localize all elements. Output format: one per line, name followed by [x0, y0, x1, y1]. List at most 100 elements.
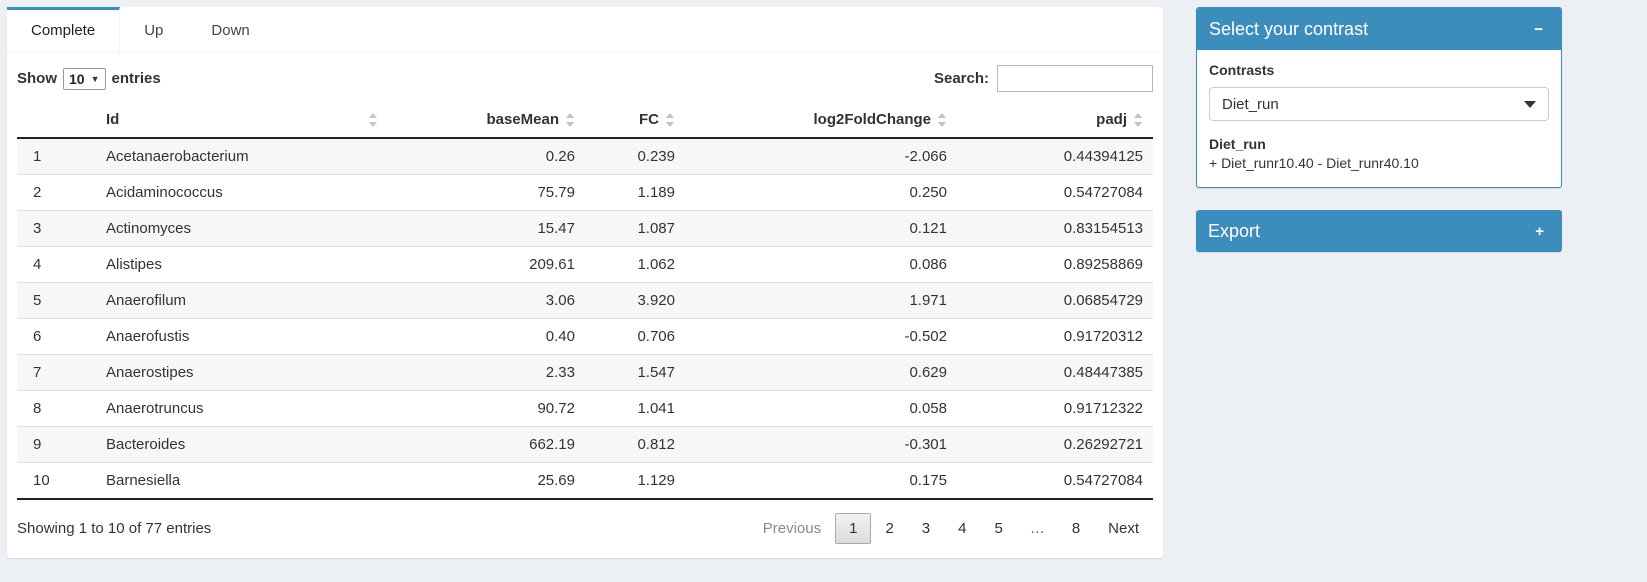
table-controls: Show 10 ▼ entries Search: [7, 53, 1163, 102]
cell-log2foldchange: 0.629 [685, 354, 957, 391]
contrasts-label: Contrasts [1209, 62, 1275, 78]
pagination-previous-button[interactable]: Previous [762, 520, 822, 537]
table-row[interactable]: 1 Acetanaerobacterium 0.26 0.239 -2.066 … [17, 138, 1153, 175]
table-row[interactable]: 3 Actinomyces 15.47 1.087 0.121 0.831545… [17, 210, 1153, 247]
column-header-fc-label: FC [639, 111, 659, 128]
row-index: 2 [17, 174, 100, 211]
sort-icon [666, 113, 675, 128]
page-length-value: 10 [69, 70, 85, 87]
table-row[interactable]: 6 Anaerofustis 0.40 0.706 -0.502 0.91720… [17, 318, 1153, 355]
sort-icon [1134, 113, 1143, 128]
entries-label: entries [111, 70, 161, 87]
row-index: 7 [17, 354, 100, 391]
cell-padj: 0.91712322 [957, 390, 1153, 427]
cell-padj: 0.48447385 [957, 354, 1153, 391]
cell-basemean: 25.69 [390, 462, 585, 500]
cell-padj: 0.83154513 [957, 210, 1153, 247]
contrast-detail: Diet_run + Diet_runr10.40 - Diet_runr40.… [1209, 136, 1549, 175]
cell-id: Acetanaerobacterium [106, 148, 249, 165]
cell-id: Anaerofilum [100, 282, 390, 319]
row-index: 1 [33, 148, 42, 165]
table-footer: Showing 1 to 10 of 77 entries Previous 1… [7, 500, 1163, 558]
table-row[interactable]: 5 Anaerofilum 3.06 3.920 1.971 0.0685472… [17, 282, 1153, 319]
column-header-basemean-label: baseMean [486, 111, 559, 128]
cell-padj: 0.89258869 [957, 246, 1153, 283]
cell-fc: 3.920 [585, 282, 685, 319]
table-row[interactable]: 4 Alistipes 209.61 1.062 0.086 0.8925886… [17, 246, 1153, 283]
row-index: 5 [17, 282, 100, 319]
search-control: Search: [934, 65, 1153, 92]
contrast-panel-title: Select your contrast [1209, 18, 1369, 39]
cell-id: Anaerotruncus [100, 390, 390, 427]
contrast-detail-title: Diet_run [1209, 136, 1266, 152]
column-header-padj[interactable]: padj [957, 102, 1153, 139]
tab-up[interactable]: Up [144, 22, 164, 39]
results-tabbox: Complete Up Down Show 10 ▼ entries Searc… [7, 7, 1163, 558]
export-panel-title: Export [1208, 220, 1261, 241]
cell-fc: 1.062 [585, 246, 685, 283]
table-header-row: Id baseMean FC log2FoldChange padj [17, 102, 1153, 139]
sort-icon [938, 113, 947, 128]
pagination-page-4[interactable]: 4 [958, 520, 967, 537]
column-header-padj-label: padj [1096, 111, 1127, 128]
cell-log2foldchange: 0.175 [685, 462, 957, 500]
cell-padj: 0.06854729 [957, 282, 1153, 319]
pagination-page-2[interactable]: 2 [885, 520, 894, 537]
cell-fc: 0.239 [637, 148, 675, 165]
column-header-fc[interactable]: FC [585, 102, 685, 139]
export-panel-header: Export + [1196, 210, 1562, 252]
cell-fc: 0.812 [585, 426, 685, 463]
table-row[interactable]: 8 Anaerotruncus 90.72 1.041 0.058 0.9171… [17, 390, 1153, 427]
column-header-id[interactable]: Id [100, 102, 390, 139]
column-header-log2foldchange-label: log2FoldChange [813, 111, 932, 128]
pagination-page-1[interactable]: 1 [835, 513, 872, 544]
show-label: Show [17, 70, 57, 87]
contrast-select[interactable]: Diet_run [1209, 87, 1549, 121]
cell-padj: 0.54727084 [957, 174, 1153, 211]
row-index: 6 [17, 318, 100, 355]
cell-padj: 0.26292721 [957, 426, 1153, 463]
contrast-panel-body: Contrasts Diet_run Diet_run + Diet_runr1… [1197, 50, 1561, 187]
cell-id: Acidaminococcus [100, 174, 390, 211]
tab-down[interactable]: Down [211, 22, 250, 39]
page-length-control: Show 10 ▼ entries [17, 67, 161, 90]
cell-padj: 0.54727084 [957, 462, 1153, 500]
pagination-page-8[interactable]: 8 [1071, 520, 1081, 537]
pagination-ellipsis: … [1029, 520, 1045, 537]
pagination: Previous 1 2 3 4 5 … 8 Next [749, 513, 1153, 544]
cell-log2foldchange: 1.971 [685, 282, 957, 319]
page-length-select[interactable]: 10 ▼ [63, 67, 106, 90]
table-row[interactable]: 7 Anaerostipes 2.33 1.547 0.629 0.484473… [17, 354, 1153, 391]
search-input[interactable] [997, 65, 1153, 92]
tab-complete[interactable]: Complete [7, 7, 121, 52]
table-row[interactable]: 10 Barnesiella 25.69 1.129 0.175 0.54727… [17, 462, 1153, 500]
pagination-page-3[interactable]: 3 [921, 520, 931, 537]
table-row[interactable]: 9 Bacteroides 662.19 0.812 -0.301 0.2629… [17, 426, 1153, 463]
table-row[interactable]: 2 Acidaminococcus 75.79 1.189 0.250 0.54… [17, 174, 1153, 211]
cell-padj: 0.44394125 [1063, 148, 1143, 165]
cell-log2foldchange: 0.086 [685, 246, 957, 283]
page: Complete Up Down Show 10 ▼ entries Searc… [7, 7, 1562, 558]
cell-log2foldchange: -0.502 [685, 318, 957, 355]
cell-basemean: 0.26 [545, 148, 575, 165]
collapse-minus-icon[interactable]: − [1534, 20, 1543, 38]
pagination-next-button[interactable]: Next [1108, 520, 1139, 537]
cell-id: Bacteroides [100, 426, 390, 463]
table-info: Showing 1 to 10 of 77 entries [17, 520, 212, 537]
cell-id: Alistipes [100, 246, 390, 283]
contrast-panel: Select your contrast − Contrasts Diet_ru… [1196, 7, 1562, 188]
column-header-log2foldchange[interactable]: log2FoldChange [685, 102, 957, 139]
cell-fc: 1.041 [585, 390, 685, 427]
cell-basemean: 90.72 [390, 390, 585, 427]
sidebar-right: Select your contrast − Contrasts Diet_ru… [1196, 7, 1562, 252]
column-header-basemean[interactable]: baseMean [390, 102, 585, 139]
cell-log2foldchange: -0.301 [685, 426, 957, 463]
pagination-page-5[interactable]: 5 [994, 520, 1003, 537]
cell-log2foldchange: -2.066 [904, 148, 947, 165]
expand-plus-icon[interactable]: + [1535, 222, 1544, 240]
cell-id: Barnesiella [100, 462, 390, 500]
results-table: Id baseMean FC log2FoldChange padj 1 Ace… [17, 102, 1153, 500]
cell-basemean: 209.61 [390, 246, 585, 283]
cell-log2foldchange: 0.058 [685, 390, 957, 427]
cell-basemean: 0.40 [390, 318, 585, 355]
